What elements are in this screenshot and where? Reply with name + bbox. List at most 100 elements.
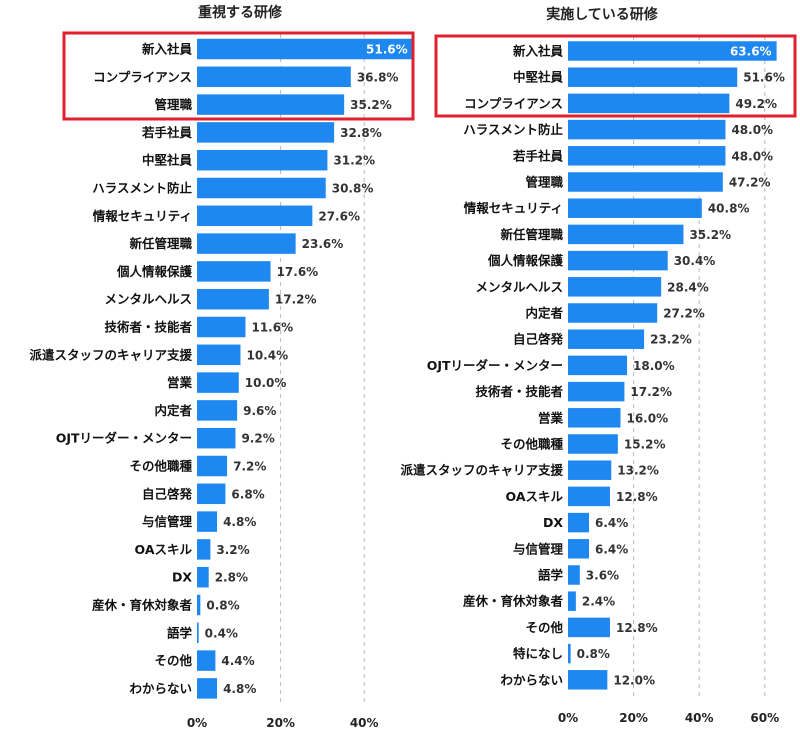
- right-bar: [568, 591, 576, 611]
- right-value-label: 6.4%: [595, 516, 628, 530]
- left-value-label: 2.8%: [215, 571, 248, 585]
- right-value-label: 18.0%: [633, 359, 675, 373]
- left-category-label: 語学: [167, 625, 193, 640]
- right-bar: [568, 224, 684, 245]
- right-category-label: 営業: [538, 410, 564, 425]
- left-bar: [197, 539, 211, 560]
- left-bar: [197, 316, 246, 338]
- left-bar: [197, 400, 238, 421]
- left-tick-label: 20%: [266, 716, 295, 730]
- right-category-label: DX: [543, 515, 563, 530]
- left-category-label: 派遣スタッフのキャリア支援: [29, 347, 192, 362]
- left-category-label: 新入社員: [142, 42, 193, 57]
- right-bar: [568, 277, 662, 297]
- right-value-label: 49.2%: [735, 97, 777, 111]
- right-value-label: 35.2%: [689, 228, 731, 242]
- right-value-label: 12.8%: [616, 490, 658, 504]
- left-category-label: OAスキル: [135, 542, 193, 557]
- left-bar: [197, 261, 271, 282]
- left-bar: [197, 594, 201, 616]
- right-category-label: 技術者・技能者: [475, 384, 563, 399]
- left-category-label: OJTリーダー・メンター: [56, 431, 192, 446]
- right-value-label: 30.4%: [674, 254, 716, 268]
- right-bar: [568, 198, 702, 218]
- right-value-label: 0.8%: [577, 647, 610, 661]
- left-bar: [197, 122, 335, 143]
- left-bar: [197, 511, 218, 532]
- left-bar: [197, 622, 199, 644]
- left-bar: [197, 94, 345, 115]
- right-tick-label: 20%: [619, 711, 648, 725]
- right-category-label: 若手社員: [512, 148, 564, 163]
- left-bar: [197, 372, 239, 393]
- left-value-label: 4.8%: [223, 682, 256, 696]
- right-value-label: 6.4%: [595, 542, 628, 556]
- left-value-label: 3.2%: [216, 543, 249, 557]
- right-category-label: 特になし: [513, 646, 563, 661]
- right-bar: [568, 408, 621, 428]
- right-highlight-box: [434, 34, 797, 118]
- right-category-label: 新入社員: [513, 44, 564, 59]
- left-bar: [197, 650, 216, 671]
- right-bar: [568, 250, 668, 271]
- left-highlight-box: [62, 31, 415, 121]
- left-category-label: 与信管理: [142, 514, 193, 529]
- right-tick-label: 40%: [685, 711, 714, 725]
- left-tick-label: 40%: [350, 716, 379, 730]
- left-chart-title: 重視する研修: [198, 4, 283, 21]
- left-value-label: 10.4%: [246, 348, 288, 362]
- right-category-label: メンタルヘルス: [475, 279, 563, 294]
- right-category-label: 産休・育休対象者: [463, 594, 564, 609]
- left-bar: [197, 678, 218, 699]
- left-value-label: 4.4%: [221, 654, 254, 668]
- right-bar: [568, 617, 610, 638]
- left-category-label: 若手社員: [141, 125, 193, 140]
- left-bar: [197, 38, 413, 60]
- left-bar: [197, 483, 226, 505]
- left-value-label: 10.0%: [245, 376, 287, 390]
- right-category-label: 自己啓発: [513, 332, 564, 347]
- right-category-label: ハラスメント防止: [463, 122, 563, 137]
- left-value-label: 9.2%: [241, 432, 274, 446]
- right-value-label: 13.2%: [617, 464, 659, 478]
- left-bar: [197, 566, 209, 588]
- left-value-label: 17.2%: [275, 293, 317, 307]
- left-value-label: 31.2%: [333, 154, 375, 168]
- left-value-label: 11.6%: [251, 321, 293, 335]
- left-category-label: コンプライアンス: [93, 69, 192, 84]
- left-bar: [197, 288, 269, 310]
- left-bar: [197, 233, 296, 254]
- right-tick-label: 0%: [558, 711, 578, 725]
- left-value-label: 9.6%: [243, 404, 276, 418]
- right-bar: [568, 303, 658, 323]
- left-category-label: 情報セキュリティ: [93, 208, 192, 223]
- right-value-label: 27.2%: [663, 307, 705, 321]
- left-tick-label: 0%: [187, 716, 207, 730]
- right-value-label: 12.0%: [613, 673, 655, 687]
- left-category-label: メンタルヘルス: [104, 292, 192, 307]
- right-bar: [568, 670, 608, 690]
- right-category-label: 情報セキュリティ: [464, 201, 563, 216]
- right-value-label: 23.2%: [650, 333, 692, 347]
- right-bar: [568, 355, 628, 376]
- right-category-label: コンプライアンス: [464, 96, 563, 111]
- right-category-label: 語学: [538, 568, 564, 583]
- right-category-label: OJTリーダー・メンター: [427, 358, 563, 373]
- right-value-label: 63.6%: [730, 45, 772, 59]
- left-value-label: 51.6%: [366, 43, 408, 57]
- right-bar: [568, 146, 726, 166]
- right-value-label: 17.2%: [630, 385, 672, 399]
- right-category-label: その他職種: [500, 437, 563, 452]
- left-value-label: 36.8%: [357, 70, 399, 84]
- left-bar: [197, 177, 326, 199]
- right-value-label: 16.0%: [626, 411, 668, 425]
- left-category-label: 技術者・技能者: [104, 320, 192, 335]
- left-value-label: 7.2%: [233, 460, 266, 474]
- left-bar: [197, 205, 313, 227]
- right-tick-label: 60%: [750, 711, 779, 725]
- right-bar: [568, 434, 618, 454]
- left-category-label: 営業: [167, 375, 193, 390]
- right-bar: [568, 119, 726, 140]
- left-bar: [197, 66, 351, 88]
